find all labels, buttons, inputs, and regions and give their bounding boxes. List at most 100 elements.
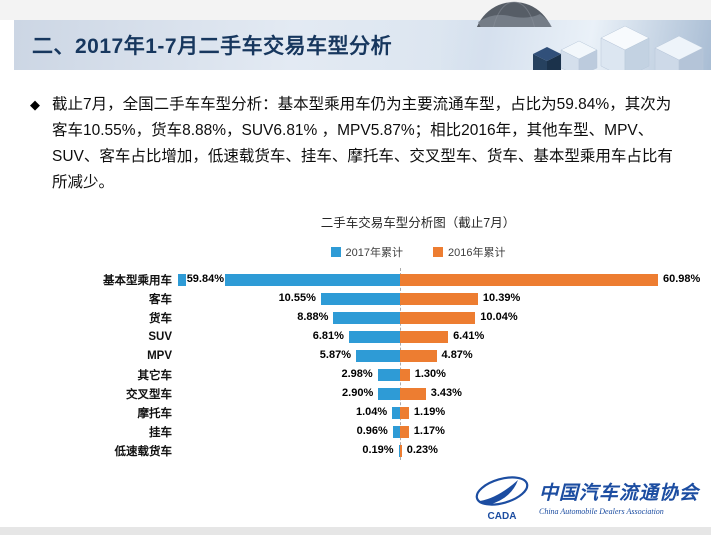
bar-2017 — [355, 349, 400, 362]
value-label-2017: 2.98% — [340, 368, 374, 381]
value-label-2016: 6.41% — [453, 330, 485, 342]
zone-2016: 10.39% — [400, 289, 658, 308]
bar-2017 — [348, 330, 400, 343]
bar-2016 — [400, 406, 409, 419]
cada-logo: CADA 中国汽车流通协会 China Automobile Dealers A… — [473, 471, 699, 523]
category-label: MPV — [147, 349, 172, 362]
value-label-2017: 1.04% — [355, 406, 389, 419]
value-label-2016: 10.04% — [480, 311, 518, 323]
chart-row: 交叉型车 2.90% 3.43% — [73, 384, 673, 403]
value-label-2016: 10.39% — [482, 292, 521, 304]
zone-2016: 4.87% — [400, 346, 658, 365]
bar-2016 — [400, 330, 449, 343]
value-label-2016: 1.17% — [413, 425, 445, 437]
zone-2017: 0.19% — [178, 441, 400, 460]
chart-row: 挂车 0.96% 1.17% — [73, 422, 673, 441]
value-label-2017: 0.96% — [355, 425, 389, 438]
chart-row: 货车 8.88% 10.04% — [73, 308, 673, 327]
value-label-2017: 6.81% — [311, 330, 345, 343]
category-label: 货车 — [149, 312, 172, 325]
category-label: 低速载货车 — [114, 445, 173, 458]
top-strip — [0, 0, 711, 20]
bar-2016 — [400, 444, 402, 457]
body-paragraph: ◆ 截止7月，全国二手车车型分析：基本型乘用车仍为主要流通车型，占比为59.84… — [30, 92, 686, 196]
zone-2017: 8.88% — [178, 308, 400, 327]
bar-2017 — [320, 292, 400, 305]
chart-legend: 2017年累计 2016年累计 — [178, 244, 658, 260]
zone-2016: 0.23% — [400, 441, 658, 460]
center-axis-line — [400, 268, 401, 460]
value-label-2016: 4.87% — [441, 349, 473, 361]
value-label-2017: 0.19% — [361, 444, 395, 457]
chart-row: 摩托车 1.04% 1.19% — [73, 403, 673, 422]
bar-2016 — [400, 273, 658, 286]
diamond-bullet-icon: ◆ — [30, 97, 40, 112]
legend-swatch-2017-icon — [330, 247, 341, 257]
legend-label-2016: 2016年累计 — [448, 247, 506, 259]
used-car-type-chart: 二手车交易车型分析图（截止7月） 2017年累计 2016年累计 基本型乘用车 5… — [73, 212, 700, 460]
logo-text-cn: 中国汽车流通协会 — [538, 483, 699, 504]
bar-2016 — [400, 311, 476, 324]
zone-2016: 1.17% — [400, 422, 658, 441]
zone-2016: 60.98% — [400, 270, 700, 289]
globe-icon — [448, 0, 583, 27]
chart-title: 二手车交易车型分析图（截止7月） — [320, 216, 516, 230]
bar-2017 — [392, 425, 400, 438]
chart-row: 其它车 2.98% 1.30% — [73, 365, 673, 384]
zone-2017: 2.98% — [178, 365, 400, 384]
bar-2016 — [400, 349, 437, 362]
legend-swatch-2016-icon — [433, 247, 443, 257]
value-label-2016: 60.98% — [663, 273, 701, 285]
category-label: 客车 — [149, 293, 172, 306]
bar-2017 — [398, 444, 400, 457]
zone-2017: 10.55% — [178, 289, 400, 308]
bottom-strip — [0, 527, 711, 535]
category-label: 其它车 — [137, 369, 173, 382]
zone-2017: 0.96% — [178, 422, 400, 441]
bar-2016 — [400, 368, 410, 381]
legend-item-2017: 2017年累计 — [330, 244, 403, 260]
zone-2017: 5.87% — [178, 346, 400, 365]
bar-2017 — [333, 311, 400, 324]
zone-2016: 6.41% — [400, 327, 658, 346]
zone-2016: 1.19% — [400, 403, 658, 422]
chart-rows: 基本型乘用车 59.84% 60.98% 客车 10.55% 10.39% 货车 8.88% 1… — [73, 268, 700, 460]
bar-2017 — [178, 273, 400, 286]
value-label-2016: 0.23% — [406, 444, 438, 456]
bar-2016 — [400, 425, 409, 438]
zone-2017: 1.04% — [178, 403, 400, 422]
category-label: 摩托车 — [137, 407, 173, 420]
zone-2017: 2.90% — [178, 384, 400, 403]
value-label-2017: 8.88% — [296, 311, 330, 324]
legend-label-2017: 2017年累计 — [345, 247, 403, 259]
bar-2016 — [400, 387, 426, 400]
slide-title: 二、2017年1-7月二手车交易车型分析 — [32, 35, 393, 58]
chart-row: MPV 5.87% 4.87% — [73, 346, 673, 365]
zone-2016: 3.43% — [400, 384, 658, 403]
chart-row: SUV 6.81% 6.41% — [73, 327, 673, 346]
value-label-2016: 1.30% — [414, 368, 446, 380]
bar-2016 — [400, 292, 478, 305]
category-label: 挂车 — [149, 426, 172, 439]
logo-text-block: 中国汽车流通协会 China Automobile Dealers Associ… — [539, 478, 699, 516]
value-label-2017: 10.55% — [277, 292, 317, 305]
cada-logo-icon: CADA — [475, 476, 529, 522]
zone-2017: 6.81% — [178, 327, 400, 346]
chart-row: 客车 10.55% 10.39% — [73, 289, 673, 308]
logo-text-en: China Automobile Dealers Association — [538, 507, 664, 516]
value-label-2016: 1.19% — [413, 406, 446, 418]
zone-2016: 10.04% — [400, 308, 658, 327]
header-banner: 二、2017年1-7月二手车交易车型分析 — [14, 20, 711, 70]
category-label: SUV — [148, 330, 172, 343]
legend-item-2016: 2016年累计 — [433, 244, 505, 260]
paragraph-text: 截止7月，全国二手车车型分析：基本型乘用车仍为主要流通车型，占比为59.84%，… — [52, 96, 673, 191]
value-label-2017: 2.90% — [341, 387, 375, 400]
chart-row: 基本型乘用车 59.84% 60.98% — [73, 270, 700, 289]
bar-2017 — [392, 406, 400, 419]
bar-2017 — [378, 387, 400, 400]
zone-2016: 1.30% — [400, 365, 658, 384]
zone-2017: 59.84% — [178, 270, 400, 289]
value-label-2016: 3.43% — [430, 387, 462, 399]
cubes-decoration — [441, 20, 711, 70]
